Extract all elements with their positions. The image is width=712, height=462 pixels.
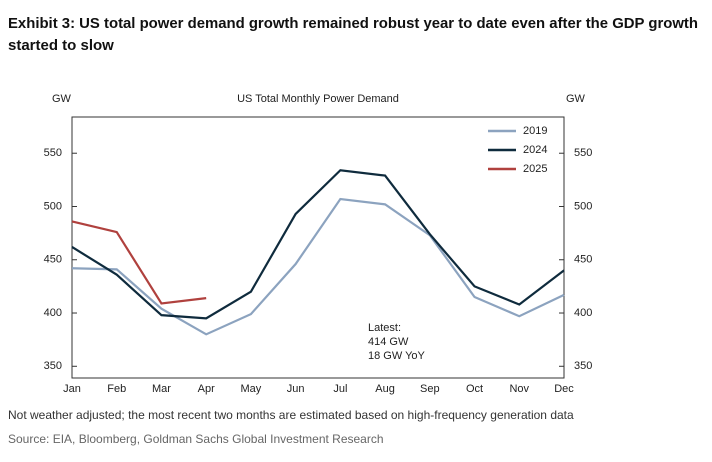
y-tick-label: 400 (44, 307, 62, 319)
footnote: Not weather adjusted; the most recent tw… (8, 408, 574, 422)
y-axis-label: GW (52, 93, 72, 105)
x-tick-label: Jul (333, 383, 347, 395)
y2-tick-label: 350 (574, 360, 592, 372)
x-tick-label: Sep (420, 383, 440, 395)
chart-title: started to slow (8, 37, 114, 54)
y2-tick-label: 450 (574, 254, 592, 266)
annotation: 18 GW YoY (368, 350, 426, 362)
y-tick-label: 350 (44, 360, 62, 372)
y-tick-label: 450 (44, 254, 62, 266)
annotation: 414 GW (368, 336, 409, 348)
x-tick-label: Dec (554, 383, 574, 395)
x-tick-label: May (241, 383, 262, 395)
line-series (71, 220, 207, 305)
legend-label: 2019 (523, 125, 547, 137)
y2-tick-label: 400 (574, 307, 592, 319)
x-tick-label: Nov (509, 383, 529, 395)
x-tick-label: Aug (375, 383, 395, 395)
plot-frame (71, 116, 565, 379)
y2-tick-label: 550 (574, 147, 592, 159)
chart-title: Exhibit 3: US total power demand growth … (8, 15, 698, 32)
line-series (71, 169, 565, 320)
annotation: Latest: (368, 322, 401, 334)
legend-label: 2025 (523, 163, 547, 175)
x-tick-label: Feb (107, 383, 126, 395)
y-tick-label: 500 (44, 200, 62, 212)
y2-tick-label: 500 (574, 200, 592, 212)
legend-label: 2024 (523, 144, 547, 156)
chart-subtitle: US Total Monthly Power Demand (237, 93, 399, 105)
y-tick-label: 550 (44, 147, 62, 159)
x-tick-label: Apr (198, 383, 215, 395)
x-tick-label: Oct (466, 383, 483, 395)
x-tick-label: Jun (287, 383, 305, 395)
line-series (71, 197, 565, 336)
y2-axis-label: GW (566, 93, 586, 105)
x-tick-label: Mar (152, 383, 171, 395)
x-tick-label: Jan (63, 383, 81, 395)
source: Source: EIA, Bloomberg, Goldman Sachs Gl… (8, 432, 384, 446)
